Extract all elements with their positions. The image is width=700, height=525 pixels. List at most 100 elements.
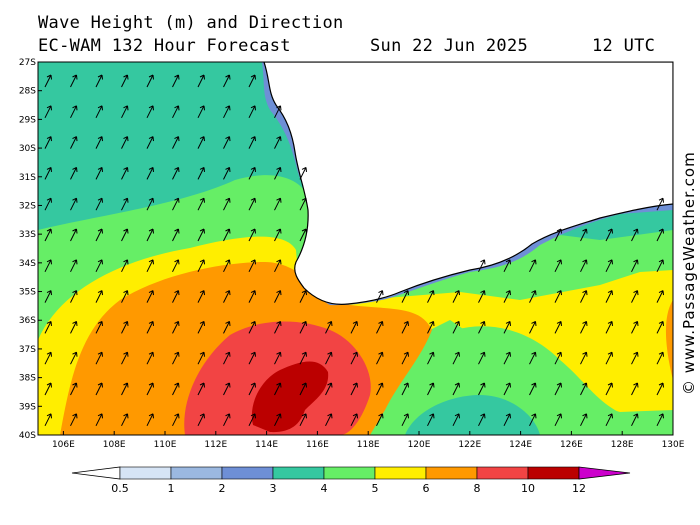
wave-arrow bbox=[656, 290, 664, 303]
wave-arrow bbox=[580, 320, 588, 334]
wave-arrow bbox=[70, 105, 78, 119]
wave-arrow bbox=[223, 136, 231, 149]
lon-label: 122E bbox=[458, 440, 481, 450]
legend-labels: 0.5 1 2 3 4 5 6 8 10 12 bbox=[111, 482, 586, 495]
wave-arrow bbox=[223, 166, 231, 180]
wave-arrow bbox=[248, 166, 256, 180]
wave-arrow bbox=[223, 290, 231, 303]
wave-arrow bbox=[274, 197, 282, 211]
wave-arrow bbox=[427, 290, 435, 303]
wave-arrow bbox=[631, 290, 639, 303]
legend-label: 12 bbox=[572, 482, 586, 495]
wave-arrow bbox=[350, 382, 358, 396]
wave-arrow bbox=[503, 320, 511, 334]
wave-arrow bbox=[554, 290, 562, 303]
wave-arrow bbox=[197, 166, 205, 180]
lat-label: 34S bbox=[19, 259, 36, 269]
wave-arrow bbox=[580, 228, 588, 242]
wave-arrow bbox=[452, 290, 460, 303]
wave-arrow bbox=[248, 290, 256, 303]
wave-arrow bbox=[44, 413, 52, 427]
wave-arrow bbox=[299, 228, 307, 242]
legend-label: 3 bbox=[270, 482, 277, 495]
wave-arrow bbox=[427, 382, 435, 396]
wave-arrow bbox=[44, 351, 52, 365]
wave-arrow bbox=[146, 74, 154, 88]
wave-arrow bbox=[121, 74, 129, 88]
wave-arrow bbox=[95, 136, 103, 149]
wave-arrow bbox=[44, 166, 52, 180]
wave-arrow bbox=[580, 413, 588, 427]
wave-arrow bbox=[197, 413, 205, 427]
wave-arrow bbox=[223, 413, 231, 427]
wave-arrow bbox=[95, 74, 103, 88]
model-label: EC-WAM 132 Hour Forecast bbox=[38, 36, 291, 56]
wave-arrow bbox=[580, 382, 588, 396]
wave-arrow bbox=[121, 259, 129, 273]
wave-arrow bbox=[478, 259, 486, 273]
wave-arrow bbox=[350, 413, 358, 427]
wave-arrow bbox=[656, 351, 664, 365]
wave-arrow bbox=[274, 166, 282, 180]
wave-arrow bbox=[401, 413, 409, 427]
wave-arrow bbox=[478, 290, 486, 303]
wave-arrow bbox=[95, 166, 103, 180]
wave-arrow bbox=[121, 413, 129, 427]
wave-arrow bbox=[529, 351, 537, 365]
lat-label: 30S bbox=[19, 144, 36, 154]
wave-arrow bbox=[146, 105, 154, 119]
wave-arrow bbox=[554, 259, 562, 273]
wave-arrow bbox=[223, 74, 231, 88]
wave-arrow bbox=[248, 136, 256, 149]
wave-arrow bbox=[70, 351, 78, 365]
chart-title: Wave Height (m) and Direction bbox=[38, 13, 344, 33]
wave-arrow bbox=[44, 74, 52, 88]
wave-arrow bbox=[44, 136, 52, 149]
wave-arrow bbox=[299, 197, 307, 211]
wave-arrow bbox=[554, 351, 562, 365]
wave-arrow bbox=[554, 413, 562, 427]
wave-arrow bbox=[529, 259, 537, 273]
lat-label: 31S bbox=[19, 173, 36, 183]
wave-arrow bbox=[121, 320, 129, 334]
wave-arrow bbox=[478, 320, 486, 334]
wave-arrow bbox=[274, 413, 282, 427]
wave-arrow bbox=[197, 136, 205, 149]
wave-arrow bbox=[376, 320, 384, 334]
lat-label: 33S bbox=[19, 230, 36, 240]
wave-arrow bbox=[172, 105, 180, 119]
legend-label: 5 bbox=[372, 482, 379, 495]
watermark: © www.PassageWeather.com bbox=[680, 151, 698, 395]
forecast-date: Sun 22 Jun 2025 bbox=[370, 36, 529, 56]
wave-arrow bbox=[172, 320, 180, 334]
wave-arrow bbox=[274, 136, 282, 149]
wave-arrow bbox=[631, 228, 639, 242]
wave-arrow bbox=[197, 351, 205, 365]
wave-arrow bbox=[146, 197, 154, 211]
wave-arrow bbox=[95, 228, 103, 242]
wave-arrow bbox=[248, 197, 256, 211]
lon-label: 120E bbox=[408, 440, 431, 450]
wave-arrow bbox=[605, 351, 613, 365]
lon-label: 116E bbox=[306, 440, 329, 450]
wave-arrow bbox=[95, 197, 103, 211]
lon-label: 118E bbox=[357, 440, 380, 450]
wave-arrow bbox=[95, 413, 103, 427]
wave-arrow bbox=[325, 351, 333, 365]
wave-arrow bbox=[146, 228, 154, 242]
wave-arrow bbox=[656, 382, 664, 396]
lon-label: 124E bbox=[509, 440, 532, 450]
wave-arrow bbox=[605, 413, 613, 427]
wave-arrow bbox=[197, 290, 205, 303]
wave-arrow bbox=[223, 351, 231, 365]
legend-label: 2 bbox=[219, 482, 226, 495]
wave-arrow bbox=[172, 136, 180, 149]
wave-arrow bbox=[554, 382, 562, 396]
wave-arrow bbox=[146, 320, 154, 334]
wave-arrow bbox=[631, 351, 639, 365]
wave-arrow bbox=[503, 259, 511, 273]
lat-label: 29S bbox=[19, 115, 36, 125]
wave-arrow bbox=[172, 166, 180, 180]
wave-arrow bbox=[121, 382, 129, 396]
